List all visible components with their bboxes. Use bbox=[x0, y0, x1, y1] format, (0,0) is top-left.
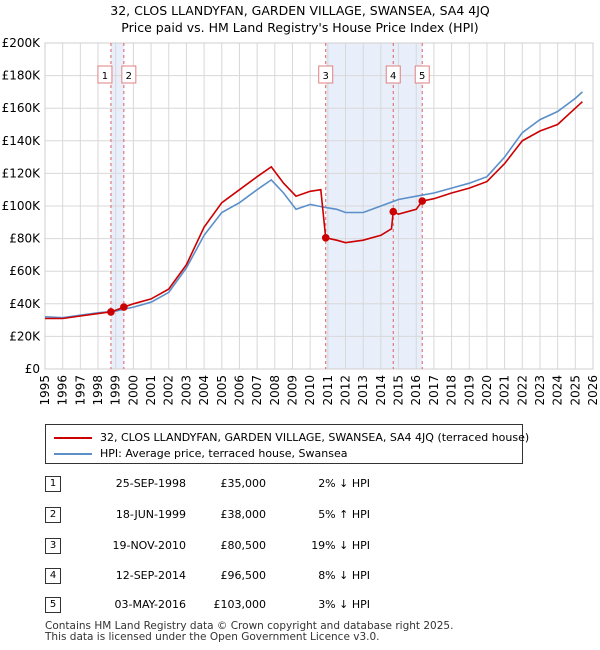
sale-point bbox=[120, 303, 128, 311]
y-tick-label: £100K bbox=[2, 199, 42, 213]
sale-label: 2 bbox=[126, 71, 132, 82]
x-tick-label: 2002 bbox=[162, 375, 176, 406]
price-chart: £0 £20K £40K £60K £80K £100K £120K £140K £160K £1… bbox=[2, 36, 600, 406]
x-tick-label: 1995 bbox=[38, 375, 52, 406]
x-tick-label: 2018 bbox=[445, 375, 459, 406]
sale-point bbox=[389, 207, 398, 216]
sale-hpi-diff: 3% ↓ HPI bbox=[318, 598, 370, 611]
y-tick-label: £180K bbox=[2, 69, 42, 83]
sale-number-badge: 4 bbox=[45, 568, 61, 584]
x-tick-label: 2004 bbox=[197, 375, 211, 406]
sale-point bbox=[418, 197, 427, 205]
sale-label-box bbox=[414, 65, 430, 84]
x-tick-label: 2012 bbox=[339, 375, 353, 406]
sale-label: 3 bbox=[323, 71, 329, 82]
table-row: 1 25-SEP-1998 £35,000 2% ↓ HPI bbox=[0, 476, 600, 494]
legend-swatch-property bbox=[54, 437, 92, 439]
y-tick-label: £80K bbox=[9, 232, 41, 246]
x-tick-label: 2006 bbox=[232, 375, 246, 406]
sale-price: £80,500 bbox=[220, 539, 267, 552]
x-tick-label: 2025 bbox=[568, 375, 582, 406]
y-tick-label: £40K bbox=[9, 297, 41, 311]
sale-number-badge: 5 bbox=[45, 597, 61, 613]
footer-licence: This data is licensed under the Open Gov… bbox=[45, 631, 380, 643]
table-row: 2 18-JUN-1999 £38,000 5% ↑ HPI bbox=[0, 507, 600, 525]
x-tick-label: 2007 bbox=[250, 375, 264, 406]
x-tick-label: 2019 bbox=[462, 375, 476, 406]
y-tick-label: £120K bbox=[2, 166, 42, 180]
x-tick-label: 2024 bbox=[551, 375, 565, 406]
x-tick-label: 2011 bbox=[321, 375, 335, 406]
x-tick-label: 2021 bbox=[498, 375, 512, 406]
sale-number-badge: 3 bbox=[45, 538, 61, 554]
x-tick-label: 2009 bbox=[285, 375, 299, 406]
sale-label: 4 bbox=[390, 71, 396, 82]
legend-label-property: 32, CLOS LLANDYFAN, GARDEN VILLAGE, SWAN… bbox=[100, 431, 530, 444]
sale-hpi-diff: 8% ↓ HPI bbox=[318, 569, 370, 582]
sale-date: 25-SEP-1998 bbox=[115, 477, 186, 490]
sale-date: 18-JUN-1999 bbox=[115, 508, 186, 521]
table-row: 3 19-NOV-2010 £80,500 19% ↓ HPI bbox=[0, 538, 600, 556]
sale-price: £96,500 bbox=[220, 569, 267, 582]
x-tick-label: 1996 bbox=[56, 375, 70, 406]
chart-subtitle: Price paid vs. HM Land Registry's House … bbox=[121, 20, 479, 35]
sale-point bbox=[107, 308, 115, 316]
x-tick-label: 2022 bbox=[515, 375, 529, 406]
sale-date: 12-SEP-2014 bbox=[115, 569, 186, 582]
y-tick-label: £0 bbox=[25, 362, 40, 376]
chart-title: 32, CLOS LLANDYFAN, GARDEN VILLAGE, SWAN… bbox=[110, 3, 490, 18]
footer-copyright: Contains HM Land Registry data © Crown c… bbox=[45, 620, 454, 632]
y-tick-label: £160K bbox=[2, 101, 42, 115]
x-tick-label: 2008 bbox=[268, 375, 282, 406]
x-tick-label: 1998 bbox=[91, 375, 105, 406]
y-tick-label: £140K bbox=[2, 134, 42, 148]
x-tick-label: 2015 bbox=[392, 375, 406, 406]
x-tick-label: 2017 bbox=[427, 375, 441, 406]
sale-label: 1 bbox=[102, 71, 108, 82]
sale-label: 5 bbox=[419, 71, 425, 82]
x-tick-label: 2003 bbox=[179, 375, 193, 406]
x-tick-label: 2020 bbox=[480, 375, 494, 406]
x-tick-label: 2013 bbox=[356, 375, 370, 406]
sale-hpi-diff: 5% ↑ HPI bbox=[318, 508, 370, 521]
sale-price: £35,000 bbox=[220, 477, 267, 490]
x-tick-label: 2016 bbox=[409, 375, 423, 406]
table-row: 5 03-MAY-2016 £103,000 3% ↓ HPI bbox=[0, 597, 600, 615]
sale-label-box bbox=[318, 65, 334, 84]
y-tick-label: £60K bbox=[9, 264, 41, 278]
sale-date: 03-MAY-2016 bbox=[114, 598, 186, 611]
sale-price: £103,000 bbox=[213, 598, 267, 611]
x-tick-label: 2001 bbox=[144, 375, 158, 406]
x-tick-label: 1999 bbox=[109, 375, 123, 406]
sale-label-box bbox=[121, 65, 137, 84]
sale-label-box bbox=[97, 65, 113, 84]
x-tick-label: 1997 bbox=[73, 375, 87, 406]
sale-date: 19-NOV-2010 bbox=[112, 539, 186, 552]
x-tick-label: 2014 bbox=[374, 375, 388, 406]
x-tick-label: 2023 bbox=[533, 375, 547, 406]
plot-border bbox=[44, 42, 594, 370]
sale-point bbox=[321, 233, 330, 242]
sale-hpi-diff: 2% ↓ HPI bbox=[318, 477, 370, 490]
sale-hpi-diff: 19% ↓ HPI bbox=[311, 539, 370, 552]
x-tick-label: 2010 bbox=[303, 375, 317, 406]
x-tick-label: 2005 bbox=[215, 375, 229, 406]
sale-number-badge: 1 bbox=[45, 476, 61, 492]
y-tick-label: £200K bbox=[2, 36, 42, 50]
hpi-line bbox=[44, 91, 583, 319]
y-tick-label: £20K bbox=[9, 329, 41, 343]
x-tick-label: 2026 bbox=[586, 375, 600, 406]
legend: 32, CLOS LLANDYFAN, GARDEN VILLAGE, SWAN… bbox=[45, 424, 529, 464]
x-tick-label: 2000 bbox=[126, 375, 140, 406]
legend-label-hpi: HPI: Average price, terraced house, Swan… bbox=[100, 447, 348, 460]
sale-label-box bbox=[385, 65, 401, 84]
sale-price: £38,000 bbox=[220, 508, 267, 521]
sale-number-badge: 2 bbox=[45, 507, 61, 523]
table-row: 4 12-SEP-2014 £96,500 8% ↓ HPI bbox=[0, 568, 600, 586]
legend-swatch-hpi bbox=[54, 453, 92, 455]
property-line bbox=[45, 101, 583, 320]
